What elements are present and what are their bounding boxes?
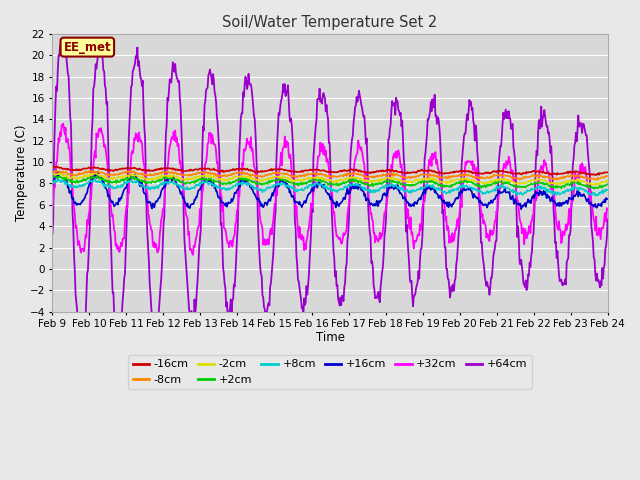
Y-axis label: Temperature (C): Temperature (C) [15, 125, 28, 221]
Text: EE_met: EE_met [63, 41, 111, 54]
Title: Soil/Water Temperature Set 2: Soil/Water Temperature Set 2 [222, 15, 438, 30]
Legend: -16cm, -8cm, -2cm, +2cm, +8cm, +16cm, +32cm, +64cm: -16cm, -8cm, -2cm, +2cm, +8cm, +16cm, +3… [129, 355, 532, 389]
X-axis label: Time: Time [316, 331, 344, 344]
